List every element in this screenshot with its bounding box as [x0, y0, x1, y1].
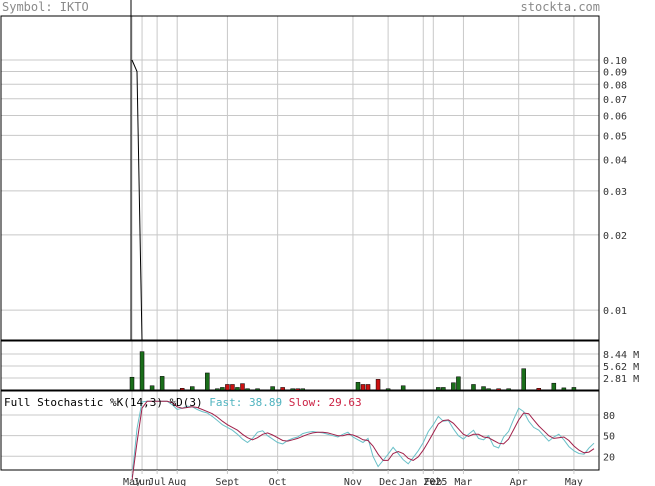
- volume-bar: [139, 351, 145, 391]
- volume-bar: [481, 386, 486, 391]
- fast-line: [131, 400, 595, 477]
- x-tick-label: Dec: [379, 477, 397, 486]
- volume-bar: [471, 384, 476, 391]
- volume-bar: [375, 379, 381, 391]
- symbol-label: Symbol: IKTO: [2, 0, 89, 14]
- price-tick-label: 0.03: [603, 187, 627, 198]
- volume-bar: [551, 382, 557, 391]
- volume-bar: [159, 376, 165, 391]
- x-tick-label: Sept: [215, 477, 239, 486]
- volume-bar: [360, 384, 366, 391]
- volume-bar: [235, 387, 240, 391]
- volume-bar: [215, 388, 220, 391]
- volume-bar: [255, 388, 260, 391]
- volume-bar: [290, 388, 295, 391]
- volume-panel: 8.44 M5.62 M2.81 M: [0, 340, 639, 391]
- stochastic-frame: [0, 390, 600, 471]
- volume-bar: [496, 388, 501, 391]
- volume-tick-label: 8.44 M: [603, 350, 639, 361]
- x-tick-label: Feb: [424, 477, 442, 486]
- volume-bar: [536, 388, 542, 391]
- price-tick-label: 0.06: [603, 112, 627, 123]
- price-tick-label: 0.07: [603, 95, 627, 106]
- slow-line: [131, 400, 595, 481]
- price-tick-label: 0.08: [603, 80, 627, 91]
- x-tick-label: Jul: [148, 477, 166, 486]
- x-tick-label: Jan 2025: [399, 477, 447, 486]
- stochastic-tick-label: 50: [603, 432, 615, 443]
- price-line: [131, 59, 143, 341]
- volume-bar: [486, 388, 491, 391]
- volume-bar: [400, 385, 406, 391]
- x-tick-label: Nov: [344, 477, 362, 486]
- volume-bar: [240, 383, 245, 391]
- volume-bar: [295, 388, 300, 391]
- volume-bar: [506, 388, 511, 391]
- volume-bar: [561, 387, 567, 391]
- price-tick-label: 0.10: [603, 56, 627, 67]
- volume-bar: [441, 387, 446, 391]
- volume-tick-label: 5.62 M: [603, 362, 639, 373]
- volume-bar: [456, 376, 461, 391]
- price-tick-label: 0.05: [603, 131, 627, 142]
- volume-bar: [190, 386, 195, 391]
- volume-bar: [451, 382, 456, 391]
- volume-bar: [129, 376, 135, 391]
- stochastic-title-row: Full Stochastic %K(14,3) %D(3) Fast: 38.…: [4, 396, 362, 409]
- x-tick-label: Aug: [168, 477, 186, 486]
- volume-bar: [571, 387, 577, 391]
- volume-bar: [149, 385, 155, 391]
- volume-bar: [230, 384, 235, 391]
- volume-bar: [355, 382, 361, 391]
- volume-bar: [205, 372, 210, 391]
- volume-bar: [179, 388, 185, 391]
- stochastic-title: Full Stochastic %K(14,3) %D(3): [4, 396, 203, 409]
- slow-label: Slow:: [282, 396, 328, 409]
- x-tick-label: Oct: [269, 477, 287, 486]
- site-watermark: stockta.com: [520, 0, 600, 14]
- volume-bar: [385, 388, 391, 391]
- price-tick-label: 0.04: [603, 156, 627, 167]
- price-tick-label: 0.09: [603, 67, 627, 78]
- volume-frame: [0, 340, 600, 391]
- volume-bar: [245, 388, 250, 391]
- x-tick-label: May: [565, 477, 583, 486]
- price-frame: [0, 15, 600, 341]
- x-tick-label: May: [123, 477, 141, 486]
- price-tick-label: 0.01: [603, 306, 627, 317]
- volume-bar: [280, 387, 285, 391]
- volume-bar: [436, 387, 441, 391]
- volume-bar: [300, 388, 305, 391]
- stochastic-tick-label: 80: [603, 411, 615, 422]
- slow-value: 29.63: [329, 396, 362, 409]
- volume-bar: [225, 384, 230, 391]
- x-tick-label: Mar: [454, 477, 472, 486]
- price-tick-label: 0.02: [603, 231, 627, 242]
- fast-value: 38.89: [249, 396, 282, 409]
- volume-bar: [521, 368, 526, 391]
- x-tick-label: Apr: [510, 477, 528, 486]
- x-tick-label: Jun: [133, 477, 151, 486]
- price-panel: 0.100.09 0.08 0.07 0.06 0.05 0.04 0.03 0.02 0.01: [0, 0, 627, 341]
- volume-tick-label: 2.81 M: [603, 374, 639, 385]
- volume-bar: [365, 384, 371, 391]
- fast-label: Fast:: [203, 396, 249, 409]
- volume-bar: [270, 386, 275, 391]
- volume-bar: [220, 387, 225, 391]
- stochastic-tick-label: 20: [603, 452, 615, 463]
- stochastic-panel: 80 50 20 Full Stochastic %K(14,3) %D(3) Fas…: [0, 390, 615, 481]
